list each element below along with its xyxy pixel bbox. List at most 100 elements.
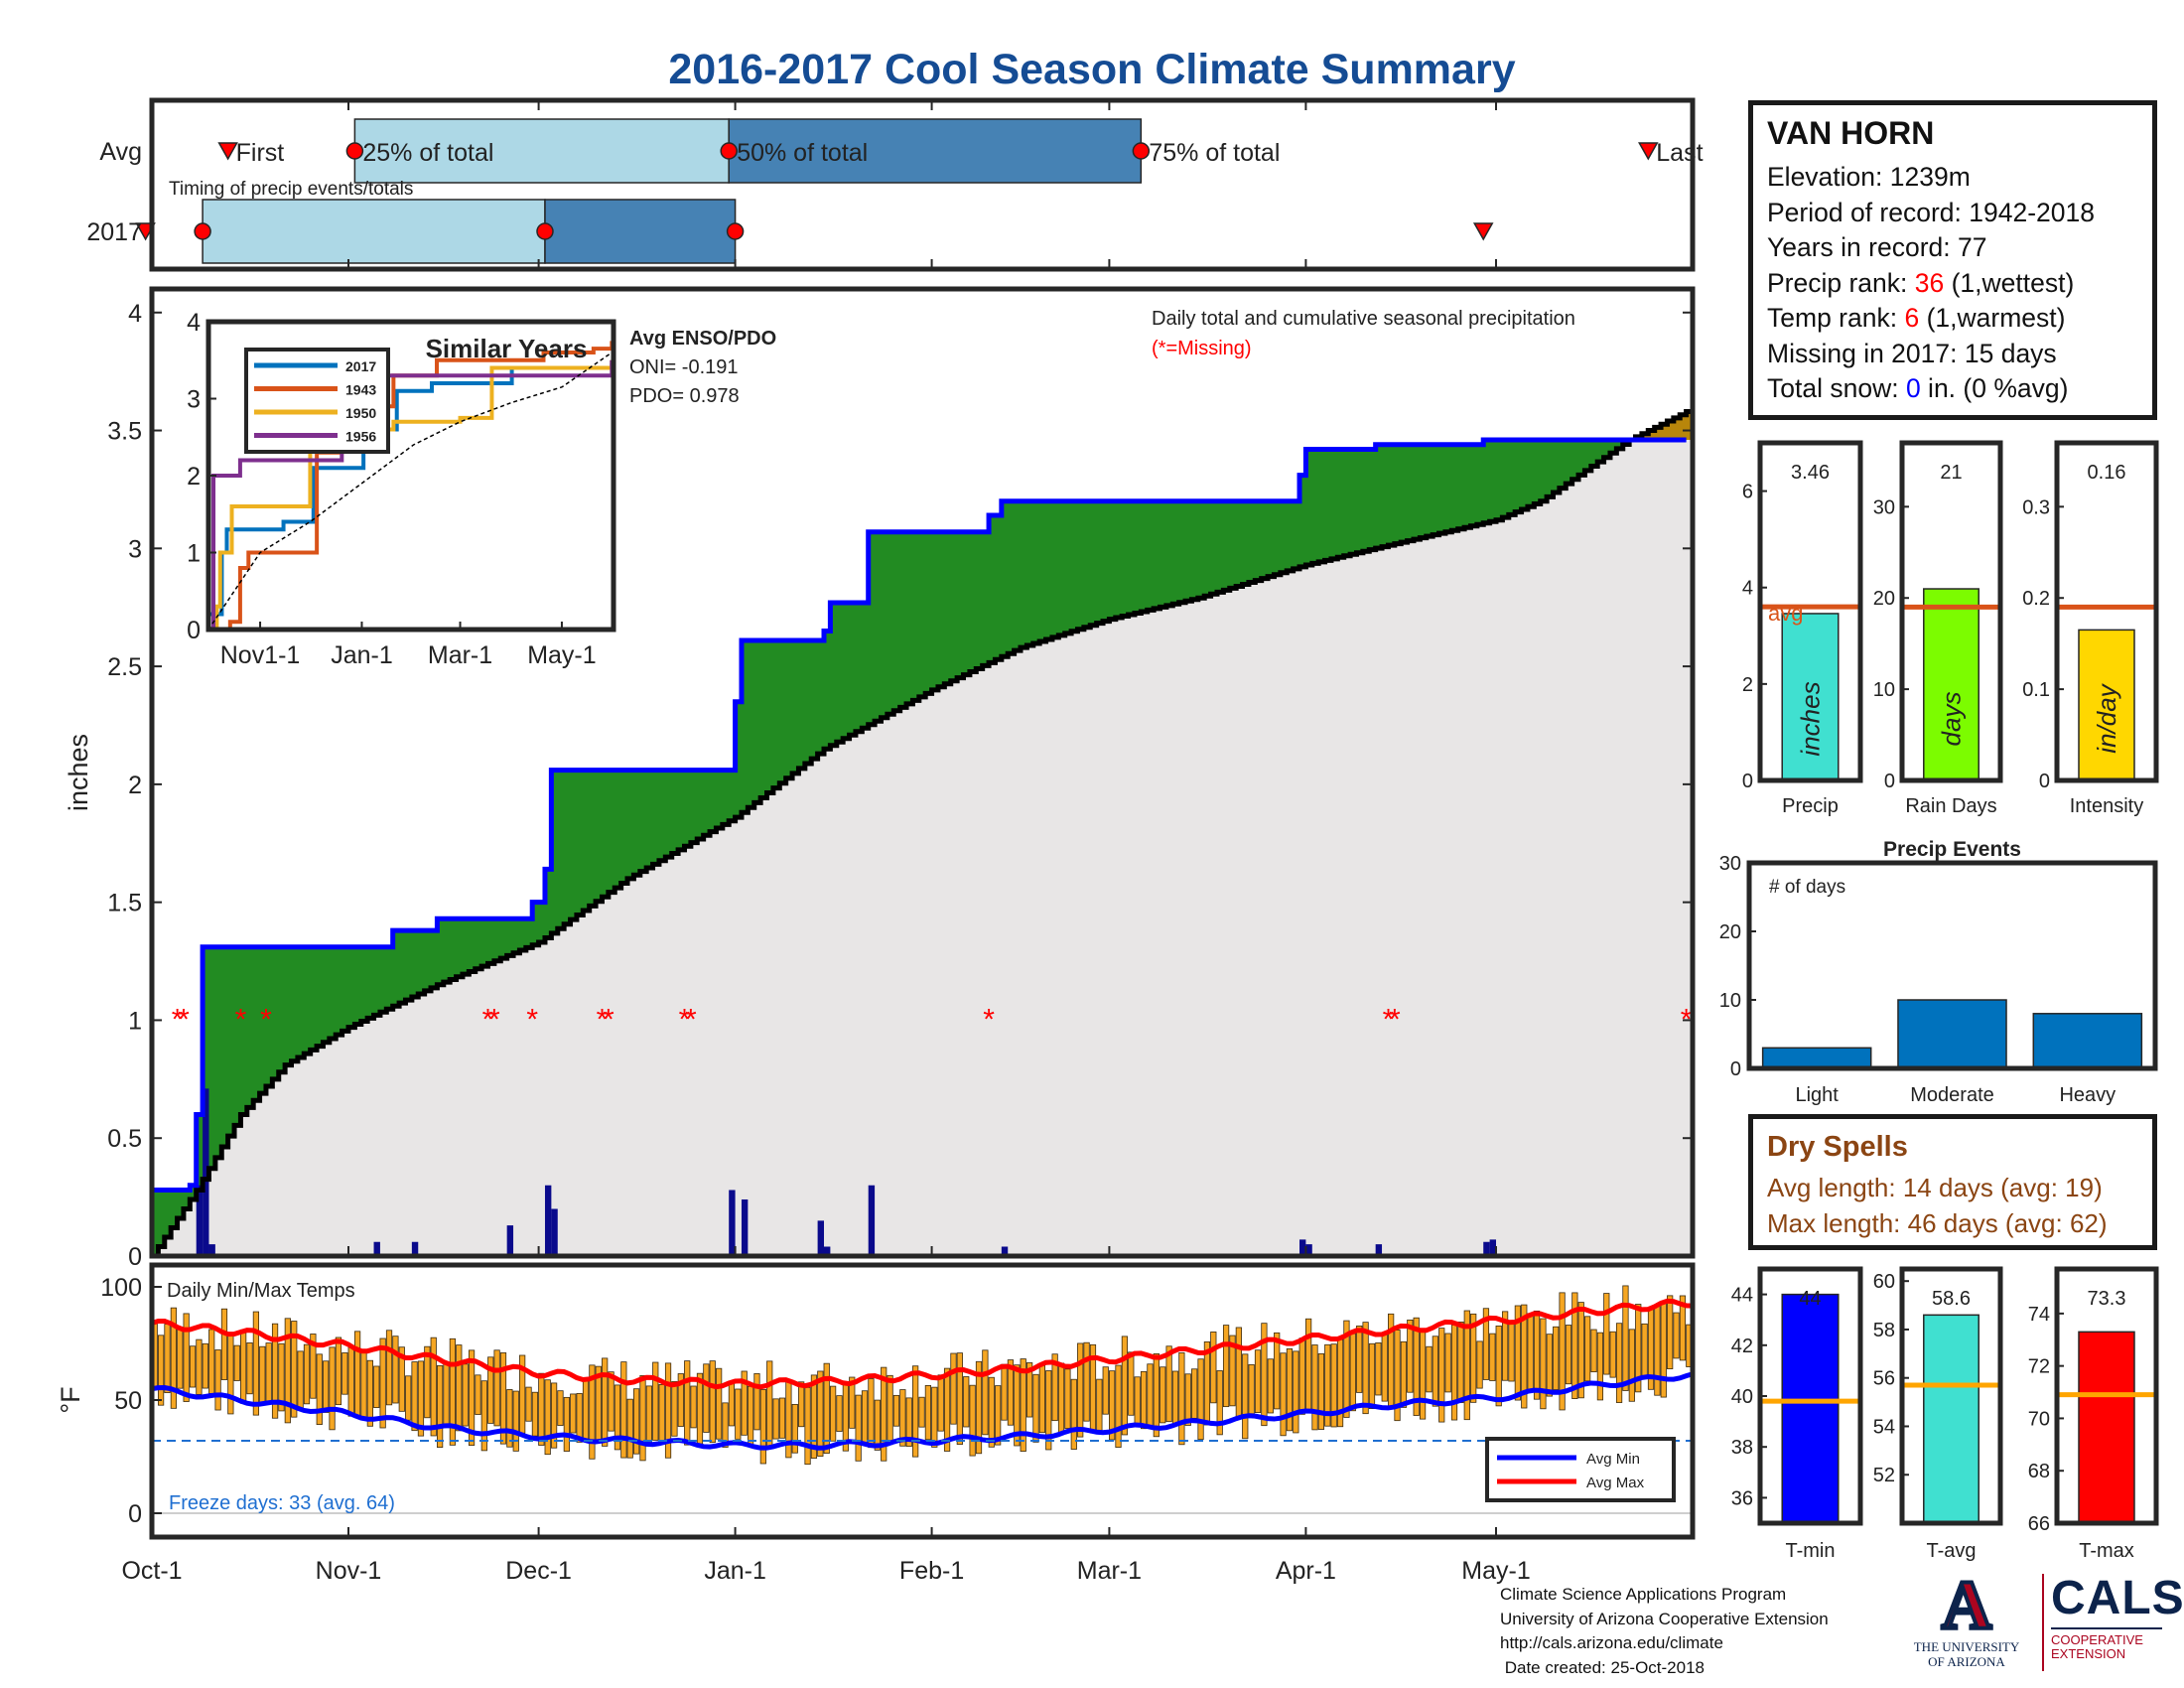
daily-temp-bar	[703, 1363, 710, 1433]
y-tick-label: 1.5	[107, 890, 142, 917]
inset-y-tick-label: 3	[187, 386, 201, 414]
daily-temp-bar	[291, 1321, 298, 1418]
daily-temp-bar	[424, 1345, 431, 1419]
daily-temp-bar	[1596, 1332, 1604, 1401]
cals-rule	[2051, 1627, 2162, 1629]
daily-temp-bar	[1077, 1342, 1084, 1438]
summary-x-label: T-max	[2079, 1540, 2134, 1562]
missing-note: (*=Missing)	[1152, 338, 1252, 359]
observed-cumulative-line	[152, 437, 1687, 1193]
daily-temp-bar	[1191, 1368, 1198, 1419]
inset-y-tick-label: 0	[187, 617, 201, 644]
daily-temp-bar	[982, 1349, 989, 1436]
inset-legend-label: 1956	[345, 429, 376, 445]
footer-line: University of Arizona Cooperative Extens…	[1500, 1609, 1829, 1628]
timing-row-label: Avg	[99, 138, 142, 166]
average-cumulative-line	[152, 409, 1693, 1259]
daily-temp-bar	[905, 1397, 912, 1448]
daily-temp-bar	[398, 1346, 405, 1412]
missing-day-marker: *	[260, 1003, 272, 1036]
daily-temp-bar	[1381, 1334, 1388, 1402]
daily-temp-bar	[1298, 1337, 1305, 1415]
daily-precip-bar	[1305, 1244, 1312, 1256]
daily-temp-bar	[405, 1375, 412, 1421]
cals-sub-line: COOPERATIVE	[2051, 1632, 2143, 1647]
daily-temp-bar	[1407, 1319, 1414, 1393]
daily-temp-bar	[1153, 1353, 1160, 1438]
daily-temp-bar	[157, 1335, 165, 1406]
summary-value-label: 73.3	[2088, 1288, 2126, 1310]
summary-y-tick-label: 72	[2028, 1356, 2050, 1378]
y-axis-label: inches	[64, 734, 93, 811]
missing-day-marker: *	[603, 1003, 614, 1036]
daily-temp-bar	[456, 1344, 463, 1432]
summary-bar	[1781, 613, 1840, 781]
daily-temp-bar	[246, 1341, 253, 1395]
missing-day-marker: *	[488, 1003, 500, 1036]
daily-temp-bar	[1565, 1325, 1572, 1385]
summary-y-tick-label: 70	[2028, 1408, 2050, 1430]
daily-temp-bar	[735, 1388, 742, 1440]
temp-y-tick-label: 0	[128, 1500, 142, 1528]
daily-temp-bar	[1051, 1353, 1058, 1422]
daily-temp-bar	[1375, 1342, 1382, 1396]
y-tick-label: 0	[128, 1243, 142, 1271]
daily-precip-bar	[373, 1241, 380, 1256]
station-detail-line: Temp rank: 6 (1,warmest)	[1767, 301, 2138, 337]
station-details: Elevation: 1239m Period of record: 1942-2…	[1767, 160, 2138, 407]
daily-temp-bar	[791, 1403, 798, 1454]
station-detail-label: Years in record:	[1767, 232, 1958, 262]
ua-block-a: A	[1940, 1568, 1994, 1644]
daily-temp-bar	[975, 1360, 983, 1455]
university-of-arizona-logo: A THE UNIVERSITY OF ARIZONA	[1912, 1568, 2021, 1673]
summary-value-label: 21	[1940, 462, 1962, 484]
timing-frame	[149, 97, 1696, 272]
daily-temp-bar	[360, 1349, 367, 1419]
daily-temp-bar	[1261, 1323, 1268, 1427]
daily-temp-bar	[1577, 1302, 1584, 1399]
daily-temp-bar	[931, 1386, 938, 1448]
daily-temp-bar	[950, 1352, 957, 1425]
station-detail-suffix: in. (0 %avg)	[1920, 373, 2069, 403]
daily-temp-bar	[620, 1361, 627, 1459]
daily-temp-bar	[1571, 1292, 1578, 1399]
inset-y-tick-label: 1	[187, 540, 201, 568]
station-detail-value: 1239m	[1889, 162, 1971, 192]
summary-y-tick-label: 42	[1731, 1336, 1753, 1357]
precip-events-note: # of days	[1769, 877, 1845, 898]
daily-temp-bar	[772, 1398, 779, 1440]
first-event-marker	[217, 142, 238, 161]
daily-temp-bar	[443, 1362, 450, 1425]
summary-y-tick-label: 56	[1873, 1368, 1895, 1390]
timing-percentile-marker	[1132, 142, 1151, 160]
daily-temp-bar	[728, 1380, 736, 1427]
daily-temp-bar	[437, 1364, 444, 1448]
daily-temp-bar	[602, 1357, 609, 1447]
precip-events-y-tick-label: 30	[1719, 853, 1741, 875]
daily-temp-bar	[608, 1371, 614, 1432]
timing-percentile-marker	[726, 222, 745, 240]
legend-avg-min-label: Avg Min	[1586, 1451, 1640, 1468]
footer-line: Climate Science Applications Program	[1500, 1585, 1787, 1604]
temp-legend-box	[1485, 1437, 1676, 1502]
daily-temp-bar	[183, 1313, 190, 1402]
station-detail-line: Precip rank: 36 (1,wettest)	[1767, 266, 2138, 302]
inset-series-line	[207, 352, 613, 631]
daily-temp-bar	[493, 1349, 500, 1427]
daily-temp-bar	[379, 1337, 386, 1429]
last-event-marker	[1638, 142, 1659, 161]
daily-temp-bar	[310, 1334, 317, 1399]
daily-temp-bar	[1109, 1370, 1116, 1441]
station-detail-value: 1942-2018	[1969, 197, 2096, 227]
y-tick-label: 0.5	[107, 1125, 142, 1153]
daily-temp-bar	[747, 1385, 754, 1446]
daily-temp-bar	[1470, 1313, 1477, 1403]
daily-temp-bar	[1356, 1325, 1363, 1393]
y-tick-label: 3	[128, 535, 142, 563]
daily-temp-bar	[1242, 1353, 1249, 1440]
station-detail-label: Total snow:	[1767, 373, 1906, 403]
daily-temp-bar	[353, 1331, 361, 1418]
daily-precip-bar	[1483, 1241, 1490, 1256]
daily-temp-bar	[1615, 1323, 1623, 1403]
summary-y-tick-label: 74	[2028, 1304, 2050, 1326]
